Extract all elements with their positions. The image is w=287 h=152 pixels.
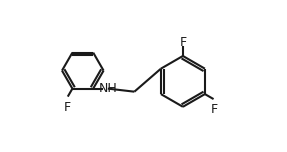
Text: F: F xyxy=(179,36,187,49)
Text: F: F xyxy=(63,101,71,114)
Text: F: F xyxy=(211,103,218,116)
Text: NH: NH xyxy=(98,82,117,95)
